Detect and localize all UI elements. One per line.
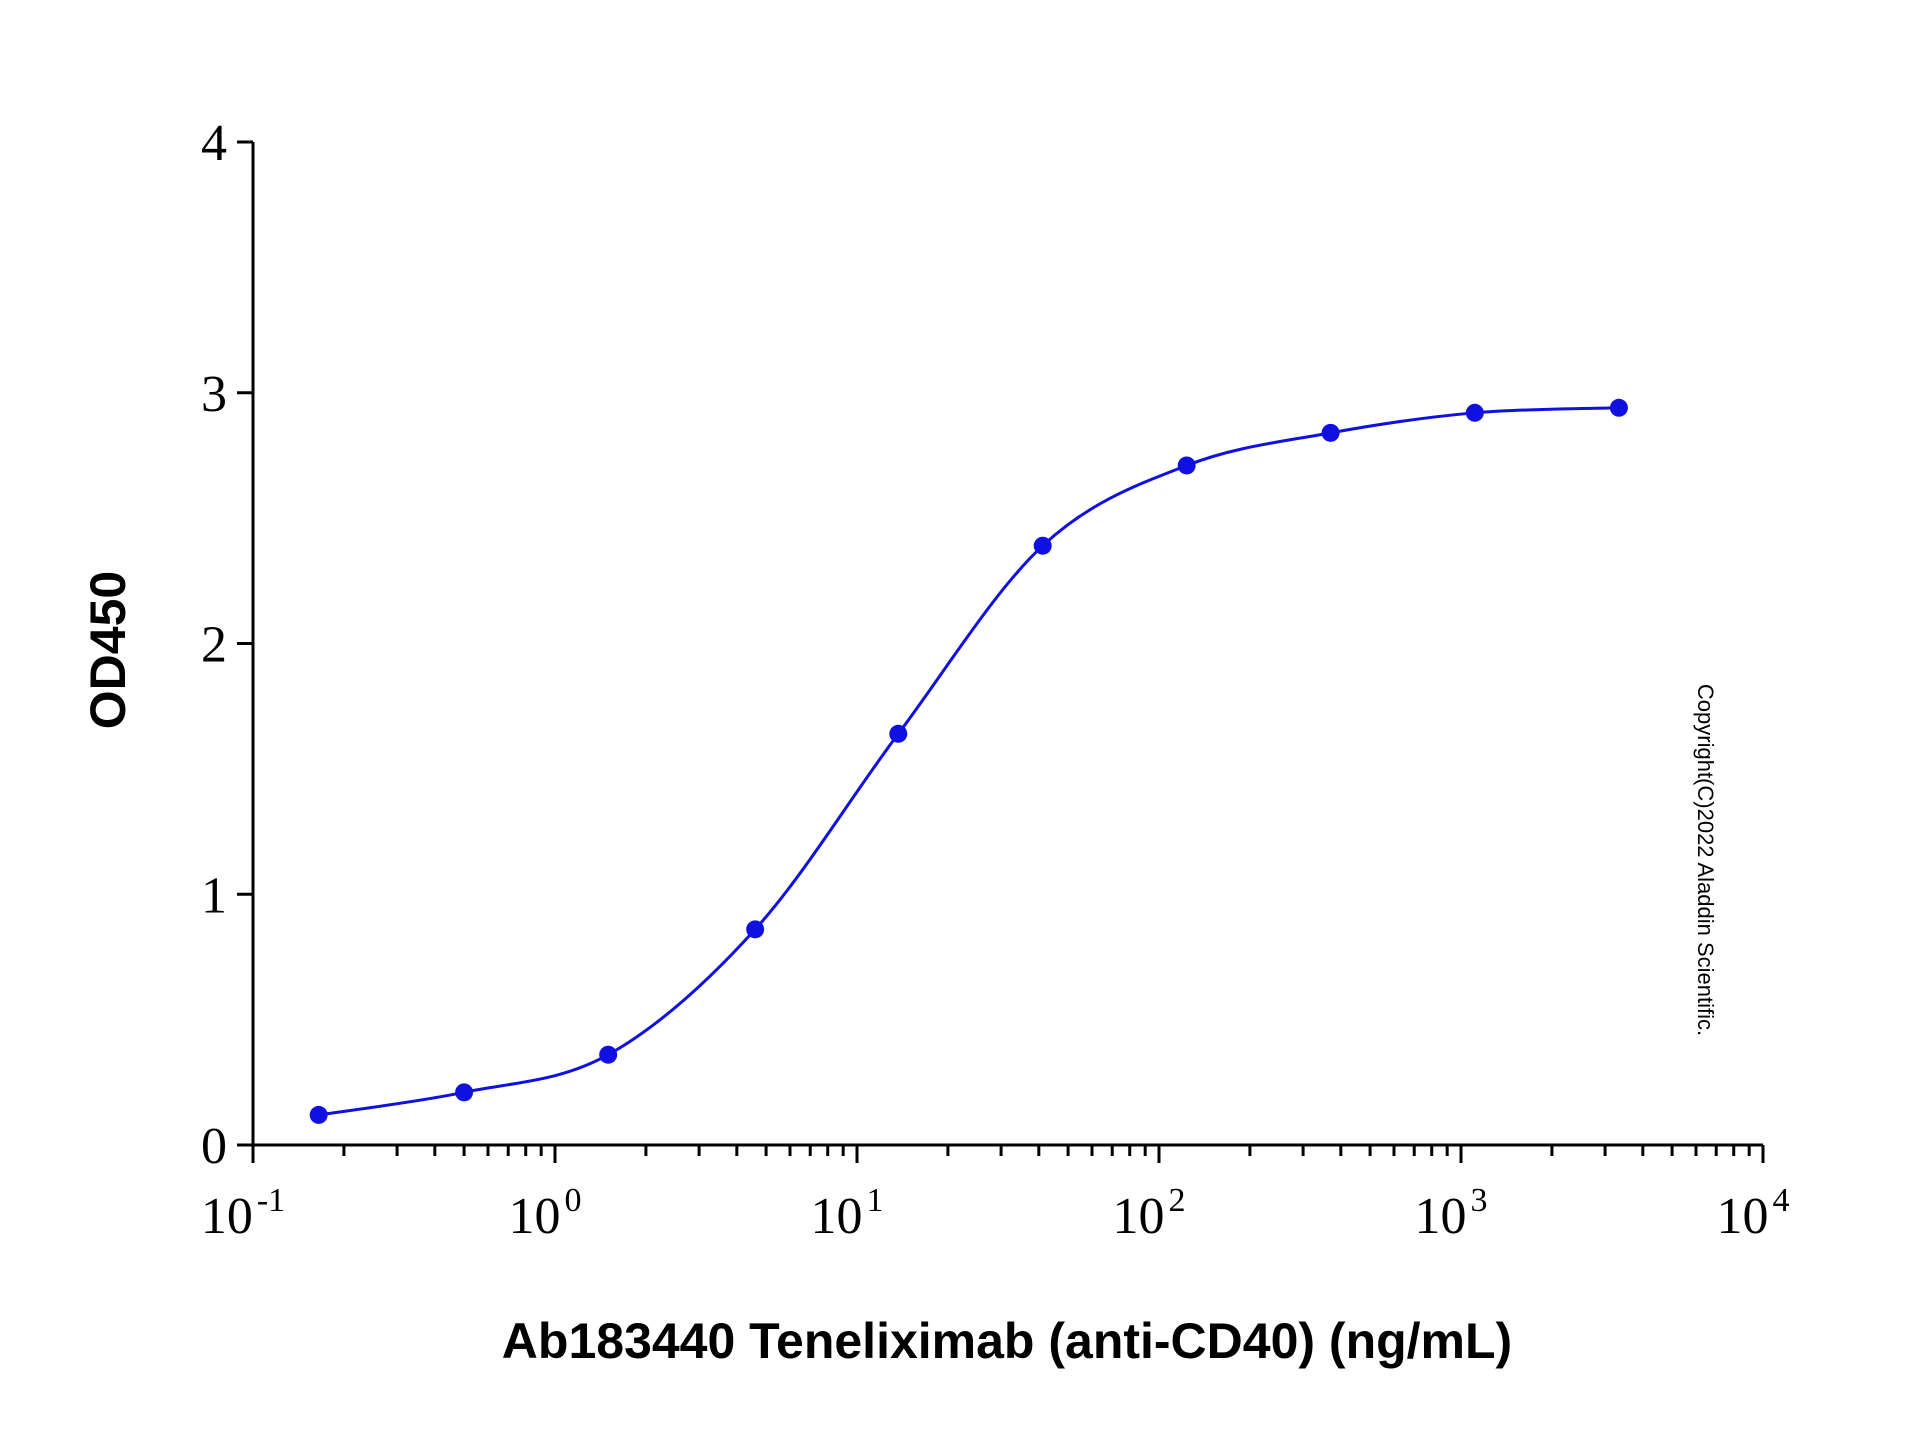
y-tick-label: 3 [201,366,227,423]
y-tick-label: 0 [201,1118,227,1175]
x-tick-label: 10 3 [1415,1182,1488,1245]
data-point [746,920,765,939]
data-point [1609,398,1628,417]
x-tick-label: 10 1 [811,1182,884,1245]
axes [237,140,1765,1163]
copyright-text: Copyright(C)2022 Aladdin Scientific. [1693,684,1718,1036]
y-tick-label: 1 [201,867,227,924]
fit-curve-layer [318,406,1619,1117]
data-point [1033,536,1052,555]
data-point [309,1105,328,1124]
data-point [889,724,908,743]
x-tick-label: 10 2 [1113,1182,1186,1245]
x-tick-label: 10 4 [1717,1182,1790,1245]
x-axis-title: Ab183440 Teneliximab (anti-CD40) (ng/mL) [502,1313,1512,1369]
data-point [1177,456,1196,475]
data-point [1465,403,1484,422]
data-points-layer [309,398,1628,1124]
y-axis-title: OD450 [80,571,136,729]
data-point [455,1083,474,1102]
x-tick-label: 10 0 [509,1182,582,1245]
x-tick-label: 10 -1 [201,1182,285,1245]
fit-curve [318,406,1619,1117]
data-point [599,1045,618,1064]
data-point [1321,423,1340,442]
y-tick-label: 4 [201,115,227,172]
tick-labels-layer: 0 1 2 3 4 10 -1 10 0 10 1 10 2 10 3 10 4 [201,115,1790,1245]
y-tick-label: 2 [201,617,227,674]
